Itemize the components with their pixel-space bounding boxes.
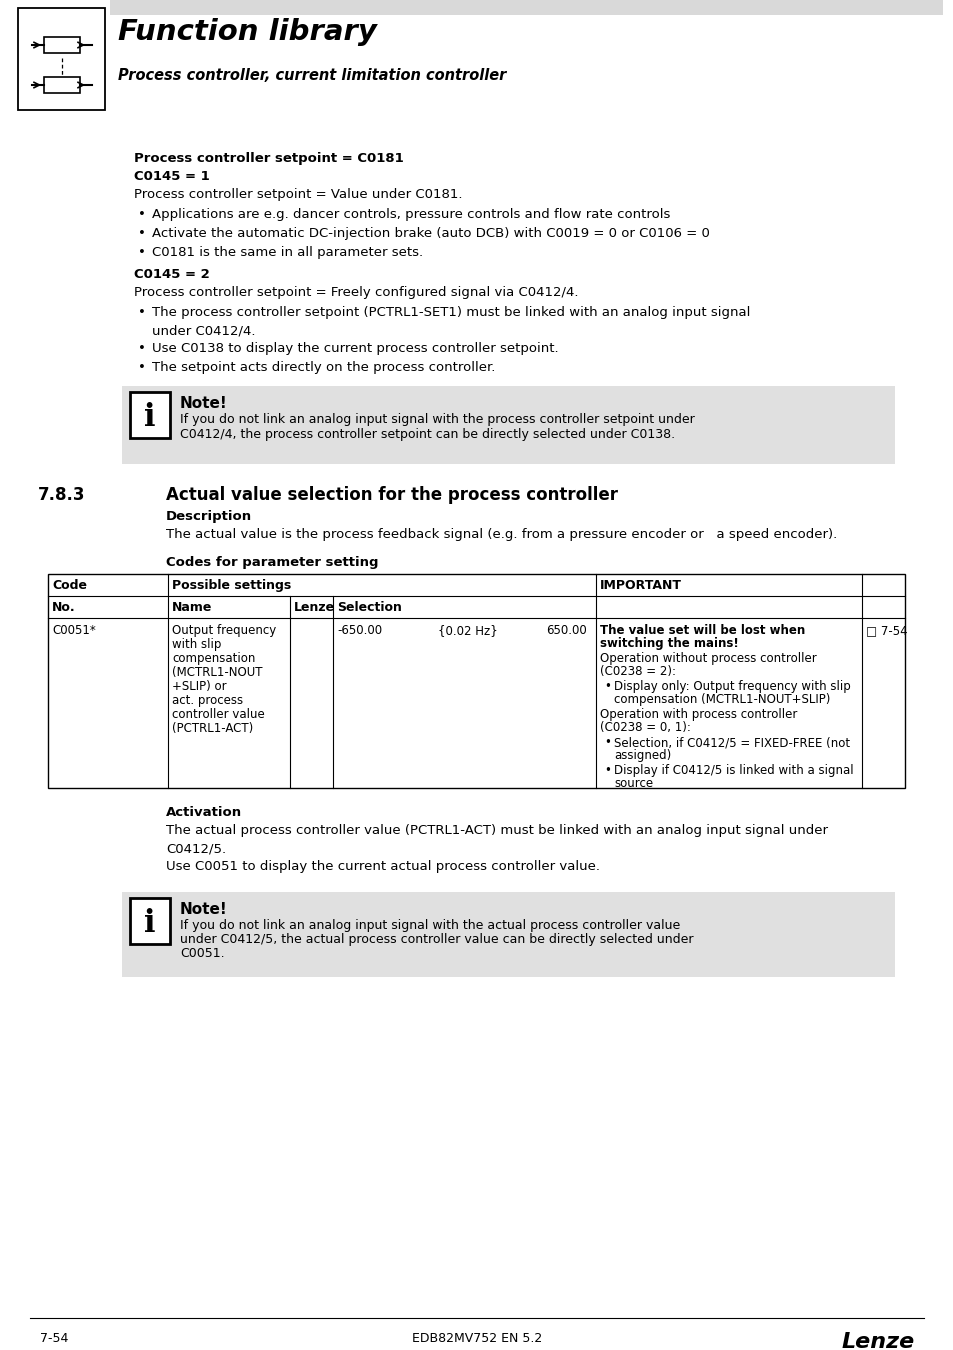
- Text: The value set will be lost when: The value set will be lost when: [599, 624, 804, 637]
- Text: •: •: [138, 342, 146, 355]
- Text: Selection: Selection: [336, 601, 401, 614]
- Text: □ 7-54: □ 7-54: [865, 624, 906, 637]
- Text: EDB82MV752 EN 5.2: EDB82MV752 EN 5.2: [412, 1332, 541, 1345]
- Text: C0051*: C0051*: [52, 624, 95, 637]
- Text: The process controller setpoint (PCTRL1-SET1) must be linked with an analog inpu: The process controller setpoint (PCTRL1-…: [152, 306, 750, 319]
- Text: assigned): assigned): [614, 749, 671, 761]
- Text: C0145 = 2: C0145 = 2: [133, 269, 210, 281]
- Text: C0181 is the same in all parameter sets.: C0181 is the same in all parameter sets.: [152, 246, 423, 259]
- Text: Function library: Function library: [118, 18, 376, 46]
- Text: Lenze: Lenze: [294, 601, 335, 614]
- Text: No.: No.: [52, 601, 75, 614]
- Bar: [48, 574, 904, 788]
- Text: Process controller, current limitation controller: Process controller, current limitation c…: [118, 68, 506, 82]
- Text: under C0412/5, the actual process controller value can be directly selected unde: under C0412/5, the actual process contro…: [180, 933, 693, 946]
- Text: Note!: Note!: [180, 902, 228, 917]
- Text: Process controller setpoint = C0181: Process controller setpoint = C0181: [133, 153, 403, 165]
- Text: compensation: compensation: [172, 652, 255, 666]
- Text: C0051.: C0051.: [180, 946, 224, 960]
- Text: •: •: [603, 736, 610, 749]
- Text: C0412/4, the process controller setpoint can be directly selected under C0138.: C0412/4, the process controller setpoint…: [180, 428, 675, 441]
- Text: controller value: controller value: [172, 707, 265, 721]
- Text: Actual value selection for the process controller: Actual value selection for the process c…: [166, 486, 618, 504]
- Text: source: source: [614, 778, 653, 790]
- Text: The actual process controller value (PCTRL1-ACT) must be linked with an analog i: The actual process controller value (PCT…: [166, 824, 827, 837]
- Bar: [44, 77, 80, 93]
- Text: Applications are e.g. dancer controls, pressure controls and flow rate controls: Applications are e.g. dancer controls, p…: [152, 208, 670, 221]
- Bar: [122, 386, 894, 464]
- Text: compensation (MCTRL1-NOUT+SLIP): compensation (MCTRL1-NOUT+SLIP): [614, 693, 829, 706]
- Text: IMPORTANT: IMPORTANT: [599, 579, 681, 593]
- Text: Name: Name: [172, 601, 213, 614]
- Bar: [110, 0, 942, 15]
- Text: Display if C0412/5 is linked with a signal: Display if C0412/5 is linked with a sign…: [614, 764, 853, 778]
- Bar: [122, 892, 894, 977]
- Text: •: •: [138, 208, 146, 221]
- Text: Operation with process controller: Operation with process controller: [599, 707, 797, 721]
- Text: Activation: Activation: [166, 806, 242, 819]
- Text: Process controller setpoint = Value under C0181.: Process controller setpoint = Value unde…: [133, 188, 462, 201]
- Text: i: i: [144, 402, 155, 433]
- Text: Lenze: Lenze: [841, 1332, 914, 1350]
- Text: Use C0051 to display the current actual process controller value.: Use C0051 to display the current actual …: [166, 860, 599, 873]
- Text: act. process: act. process: [172, 694, 243, 707]
- Text: •: •: [138, 246, 146, 259]
- Text: Display only: Output frequency with slip: Display only: Output frequency with slip: [614, 680, 850, 693]
- Text: Possible settings: Possible settings: [172, 579, 291, 593]
- Text: Process controller setpoint = Freely configured signal via C0412/4.: Process controller setpoint = Freely con…: [133, 286, 578, 298]
- Text: 7-54: 7-54: [40, 1332, 69, 1345]
- Text: -650.00: -650.00: [336, 624, 382, 637]
- Text: •: •: [603, 764, 610, 778]
- Text: The setpoint acts directly on the process controller.: The setpoint acts directly on the proces…: [152, 360, 495, 374]
- Text: i: i: [144, 909, 155, 940]
- Text: Note!: Note!: [180, 396, 228, 410]
- Bar: [130, 392, 170, 437]
- Text: Operation without process controller: Operation without process controller: [599, 652, 816, 666]
- Text: •: •: [138, 360, 146, 374]
- Bar: [130, 898, 170, 944]
- Text: (C0238 = 2):: (C0238 = 2):: [599, 666, 676, 678]
- Text: C0412/5.: C0412/5.: [166, 842, 226, 855]
- Text: If you do not link an analog input signal with the actual process controller val: If you do not link an analog input signa…: [180, 919, 679, 931]
- Text: Activate the automatic DC-injection brake (auto DCB) with C0019 = 0 or C0106 = 0: Activate the automatic DC-injection brak…: [152, 227, 709, 240]
- Text: Selection, if C0412/5 = FIXED-FREE (not: Selection, if C0412/5 = FIXED-FREE (not: [614, 736, 849, 749]
- Text: C0145 = 1: C0145 = 1: [133, 170, 210, 184]
- Text: •: •: [603, 680, 610, 693]
- Text: 650.00: 650.00: [545, 624, 586, 637]
- Text: +SLIP) or: +SLIP) or: [172, 680, 227, 693]
- Text: (MCTRL1-NOUT: (MCTRL1-NOUT: [172, 666, 262, 679]
- Text: If you do not link an analog input signal with the process controller setpoint u: If you do not link an analog input signa…: [180, 413, 694, 427]
- Text: 7.8.3: 7.8.3: [38, 486, 86, 504]
- Text: Use C0138 to display the current process controller setpoint.: Use C0138 to display the current process…: [152, 342, 558, 355]
- Text: {0.02 Hz}: {0.02 Hz}: [437, 624, 497, 637]
- Text: Description: Description: [166, 510, 252, 522]
- Text: Codes for parameter setting: Codes for parameter setting: [166, 556, 378, 568]
- Text: The actual value is the process feedback signal (e.g. from a pressure encoder or: The actual value is the process feedback…: [166, 528, 837, 541]
- Text: under C0412/4.: under C0412/4.: [152, 324, 255, 338]
- Bar: [18, 8, 105, 109]
- Text: (PCTRL1-ACT): (PCTRL1-ACT): [172, 722, 253, 734]
- Text: •: •: [138, 227, 146, 240]
- Text: with slip: with slip: [172, 639, 221, 651]
- Text: Code: Code: [52, 579, 87, 593]
- Text: switching the mains!: switching the mains!: [599, 637, 738, 649]
- Text: •: •: [138, 306, 146, 319]
- Text: Output frequency: Output frequency: [172, 624, 276, 637]
- Bar: [44, 36, 80, 53]
- Text: (C0238 = 0, 1):: (C0238 = 0, 1):: [599, 721, 690, 734]
